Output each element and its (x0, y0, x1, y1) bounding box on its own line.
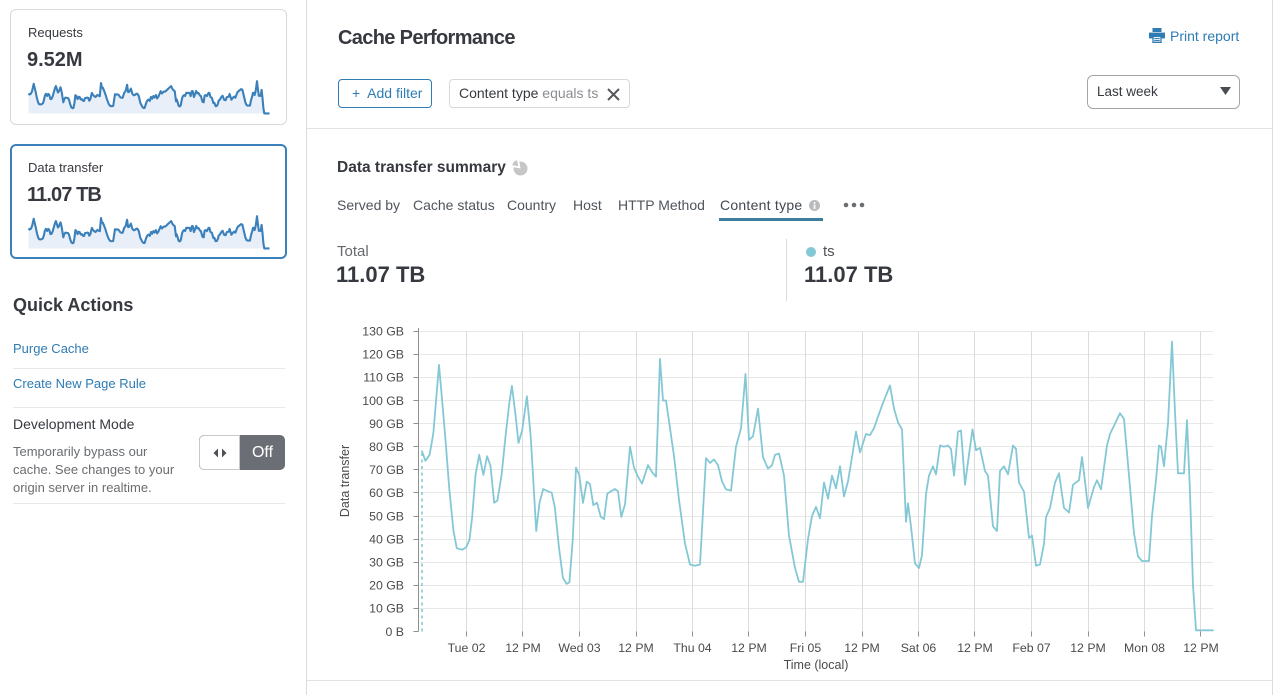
svg-text:Mon 08: Mon 08 (1124, 641, 1165, 655)
svg-text:40 GB: 40 GB (369, 532, 404, 546)
svg-text:60 GB: 60 GB (369, 486, 404, 500)
svg-text:10 GB: 10 GB (369, 602, 404, 616)
svg-text:12 PM: 12 PM (731, 641, 767, 655)
svg-text:110 GB: 110 GB (363, 371, 404, 385)
svg-text:12 PM: 12 PM (1183, 641, 1219, 655)
svg-text:50 GB: 50 GB (369, 509, 404, 523)
svg-text:Fri 05: Fri 05 (790, 641, 822, 655)
svg-text:130 GB: 130 GB (362, 325, 404, 339)
svg-text:12 PM: 12 PM (618, 641, 654, 655)
svg-text:Tue 02: Tue 02 (448, 641, 486, 655)
svg-text:0 B: 0 B (386, 625, 404, 639)
svg-text:100 GB: 100 GB (362, 394, 404, 408)
svg-text:12 PM: 12 PM (505, 641, 541, 655)
svg-text:80 GB: 80 GB (369, 440, 404, 454)
svg-text:20 GB: 20 GB (369, 579, 404, 593)
svg-text:30 GB: 30 GB (369, 556, 404, 570)
svg-text:Sat 06: Sat 06 (901, 641, 937, 655)
svg-text:Wed 03: Wed 03 (558, 641, 600, 655)
svg-text:70 GB: 70 GB (369, 463, 404, 477)
svg-text:12 PM: 12 PM (1070, 641, 1106, 655)
svg-text:90 GB: 90 GB (369, 417, 404, 431)
svg-text:Time (local): Time (local) (784, 658, 849, 672)
svg-text:Feb 07: Feb 07 (1012, 641, 1050, 655)
svg-text:12 PM: 12 PM (844, 641, 880, 655)
svg-text:Thu 04: Thu 04 (673, 641, 711, 655)
svg-text:12 PM: 12 PM (957, 641, 993, 655)
svg-text:Data transfer: Data transfer (338, 445, 352, 517)
svg-text:120 GB: 120 GB (362, 348, 404, 362)
